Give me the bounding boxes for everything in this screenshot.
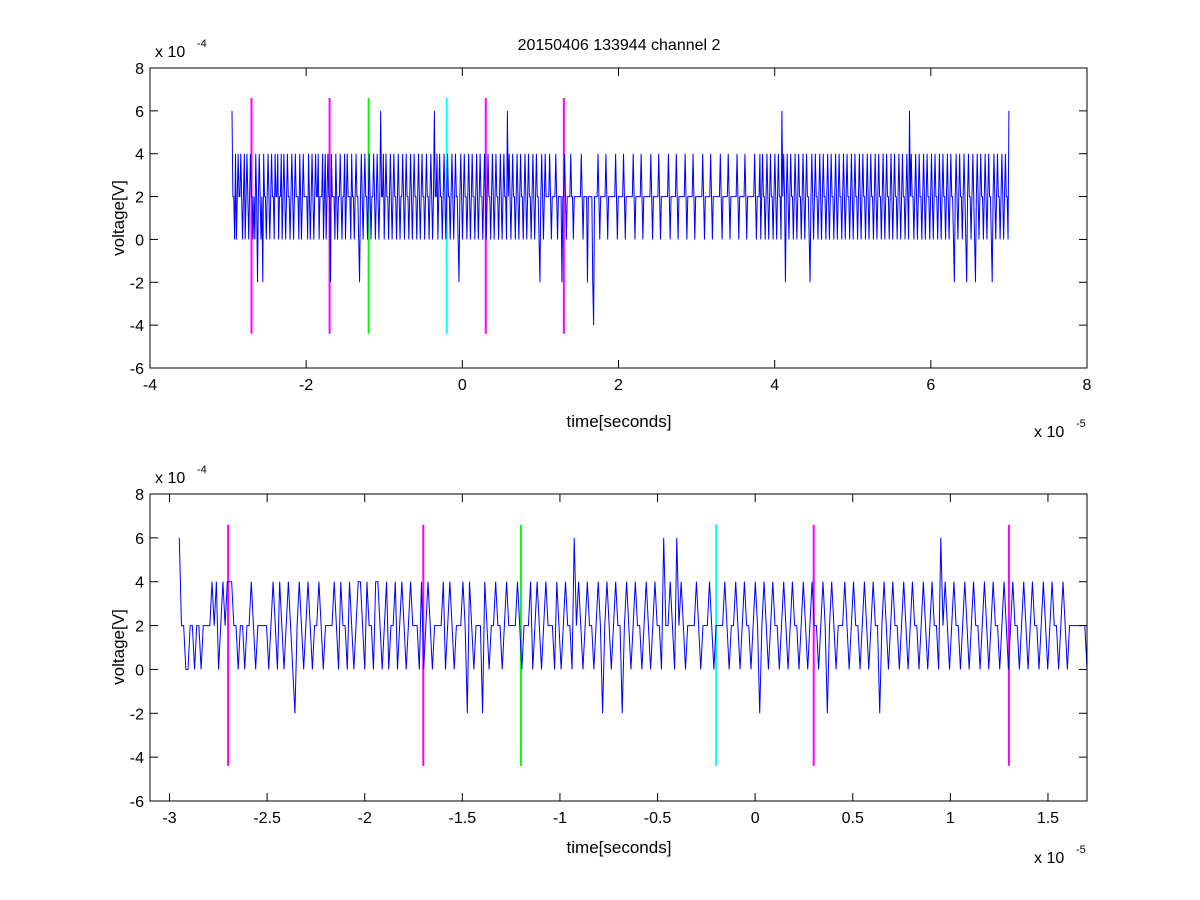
subplot-1-ytick-label: 6 (135, 104, 144, 121)
subplot-2-ytick-label: 2 (135, 619, 144, 636)
subplot-2-xtick-label: 0 (751, 810, 760, 827)
subplot-1-xlabel: time[seconds] (567, 412, 672, 431)
subplot-2-markers (227, 524, 1010, 766)
subplot-2-ylabel: voltage[V] (109, 609, 128, 685)
subplot-1-ytick-label: -6 (130, 361, 144, 378)
subplot-1-xtick-label: -2 (299, 377, 313, 394)
subplot-2-yticks: -6 -4 -2 0 2 4 6 8 (130, 487, 1087, 811)
subplot-2-x-multiplier-base: x 10 (1034, 850, 1064, 867)
subplot-2-x-multiplier-exp: -5 (1076, 844, 1086, 856)
subplot-2-xtick-label: -1.5 (449, 810, 477, 827)
subplot-2-xtick-label: -3 (162, 810, 176, 827)
subplot-2-ytick-label: 8 (135, 487, 144, 504)
subplot-2-axes-box (149, 493, 1088, 802)
subplot-1-xtick-label: 8 (1083, 377, 1092, 394)
subplot-1-xtick-label: 6 (926, 377, 935, 394)
subplot-2-xtick-label: 1.5 (1037, 810, 1059, 827)
subplot-2-ytick-label: 6 (135, 531, 144, 548)
subplot-2-y-multiplier-base: x 10 (155, 470, 185, 487)
subplot-2-ytick-label: -2 (130, 706, 144, 723)
subplot-2-signal-line (178, 537, 1088, 714)
subplot-2-xtick-label: 1 (946, 810, 955, 827)
subplot-1-ytick-label: 2 (135, 190, 144, 207)
subplot-2-xtick-label: -1 (553, 810, 567, 827)
subplot-2-ytick-label: -4 (130, 750, 144, 767)
subplot-1-ytick-label: -4 (130, 318, 144, 335)
subplot-1-ytick-label: 8 (135, 61, 144, 78)
subplot-1-y-multiplier-base: x 10 (155, 44, 185, 61)
subplot-1-xtick-label: 0 (458, 377, 467, 394)
subplot-2-x-multiplier: x 10 -5 (1034, 844, 1086, 867)
subplot-1-ytick-label: -2 (130, 275, 144, 292)
subplot-2-xtick-label: -0.5 (644, 810, 672, 827)
figure-title: 20150406 133944 channel 2 (518, 37, 721, 54)
subplot-2-xtick-label: -2.5 (253, 810, 281, 827)
subplot-1-x-multiplier: x 10 -5 (1034, 418, 1086, 441)
subplot-1-ytick-label: 0 (135, 232, 144, 249)
subplot-2-ytick-label: -6 (130, 794, 144, 811)
subplot-1-xtick-label: 4 (770, 377, 779, 394)
subplot-2-y-multiplier: x 10 -4 (155, 464, 207, 487)
subplot-1-y-multiplier: x 10 -4 (155, 38, 207, 61)
subplot-1-xtick-label: -4 (143, 377, 157, 394)
subplot-2-ytick-label: 0 (135, 662, 144, 679)
subplot-2-ytick-label: 4 (135, 575, 144, 592)
subplot-1-yticks: -6 -4 -2 0 2 4 6 8 (130, 61, 1087, 378)
subplot-2: -3 -2.5 -2 -1.5 -1 -0.5 0 0.5 1 1.5 -6 -4 -2 0 2 4 6 8 t… (109, 464, 1088, 867)
subplot-1-y-multiplier-exp: -4 (197, 38, 207, 50)
subplot-1-x-multiplier-exp: -5 (1076, 418, 1086, 430)
subplot-2-xticks: -3 -2.5 -2 -1.5 -1 -0.5 0 0.5 1 1.5 (162, 494, 1059, 827)
subplot-1-ytick-label: 4 (135, 147, 144, 164)
subplot-1-xtick-label: 2 (614, 377, 623, 394)
subplot-1-ylabel: voltage[V] (109, 180, 128, 256)
subplot-2-xtick-label: -2 (358, 810, 372, 827)
subplot-1-x-multiplier-base: x 10 (1034, 424, 1064, 441)
subplot-2-xtick-label: 0.5 (842, 810, 864, 827)
subplot-2-y-multiplier-exp: -4 (197, 464, 207, 476)
subplot-2-xlabel: time[seconds] (567, 838, 672, 857)
subplot-1-signal-line (231, 110, 1010, 326)
subplot-1-xticks: -4 -2 0 2 4 6 8 (143, 68, 1092, 394)
